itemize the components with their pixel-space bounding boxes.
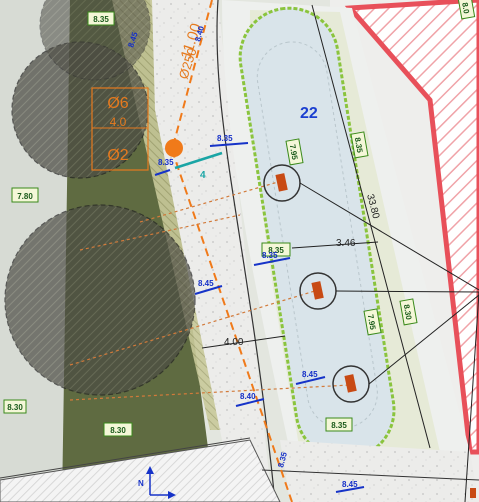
survey-point-2 <box>311 281 324 300</box>
svg-text:8.45: 8.45 <box>302 370 318 379</box>
lane-edge-line <box>0 437 251 479</box>
cyan-marker-line <box>174 151 223 170</box>
svg-text:N: N <box>138 479 144 488</box>
survey-point-1 <box>275 173 288 192</box>
cyan-marker-label: 4 <box>200 170 206 181</box>
svg-text:8.45: 8.45 <box>198 279 214 288</box>
dim-width-low <box>201 335 286 349</box>
tree-code-top: Ø6 <box>107 95 128 112</box>
svg-text:8.35: 8.35 <box>276 451 289 469</box>
bottom-curb <box>261 469 479 481</box>
svg-text:8.35: 8.35 <box>93 15 109 24</box>
dim-width-low-label: 4.00 <box>224 337 244 348</box>
svg-text:8.35: 8.35 <box>268 246 284 255</box>
svg-text:7.95: 7.95 <box>288 144 300 161</box>
green-label-2: 7.80 <box>11 187 39 203</box>
leader-4 <box>464 291 479 502</box>
lateral-3 <box>69 289 319 366</box>
paving-lower-right <box>280 440 479 502</box>
blue-elev-1: 8.35 <box>154 158 174 176</box>
svg-text:8.35: 8.35 <box>158 158 174 167</box>
green-label-4: 8.35 <box>350 131 369 159</box>
svg-text:8.30: 8.30 <box>110 426 126 435</box>
dim-length-line <box>311 4 431 449</box>
svg-text:8.45: 8.45 <box>342 480 358 489</box>
svg-text:8.30: 8.30 <box>7 403 23 412</box>
leader-3 <box>368 294 479 385</box>
tree-code-mid: 4.0 <box>110 115 127 129</box>
blue-elev-8: 8.45 <box>295 370 326 385</box>
leader-1 <box>299 182 479 291</box>
green-label-10: 8.30 <box>3 399 27 414</box>
curb-line <box>216 0 276 502</box>
green-label-6: 7.95 <box>363 308 382 336</box>
manhole-marker <box>165 139 183 157</box>
svg-text:8.35: 8.35 <box>217 134 233 143</box>
blue-elev-7: 8.40 <box>235 392 265 407</box>
blue-elev-10: 8.35 <box>276 451 289 469</box>
blue-elev-6: 8.35 <box>253 251 291 266</box>
green-label-7: 8.30 <box>399 298 418 326</box>
sidewalk-paving <box>152 0 272 502</box>
blue-elev-5: 8.45 <box>194 279 223 295</box>
blue-elev-3: 8.40 <box>193 25 206 43</box>
green-label-1: 8.35 <box>87 11 115 26</box>
dim-width-mid <box>291 241 379 249</box>
survey-point-3 <box>344 374 357 393</box>
blue-elev-2: 8.35 <box>209 134 249 147</box>
leader-2 <box>335 290 479 293</box>
green-label-9: 8.30 <box>103 422 133 437</box>
svg-text:8.40: 8.40 <box>193 25 206 43</box>
dim-width-mid-label: 3.46 <box>336 238 356 249</box>
green-label-3: 7.95 <box>285 138 304 166</box>
lane-striped-bottom <box>0 439 281 502</box>
bottom-right-marker <box>470 488 476 498</box>
north-arrow: N <box>138 466 176 499</box>
basin-inner-outline <box>256 41 378 429</box>
svg-text:8.40: 8.40 <box>240 392 256 401</box>
tree-canopy-upper <box>39 0 151 81</box>
building-hatch-area <box>344 0 479 455</box>
lateral-4 <box>69 384 351 401</box>
tree-code-bottom: Ø2 <box>107 147 128 164</box>
pipe-line-lower <box>171 149 293 502</box>
svg-text:8.30: 8.30 <box>402 304 414 321</box>
green-label-5: 8.35 <box>261 242 291 257</box>
svg-text:8.35: 8.35 <box>262 251 278 260</box>
plot-number: 22 <box>300 105 318 122</box>
tree-code-box <box>91 87 149 171</box>
blue-elev-9: 8.45 <box>335 480 365 493</box>
green-label-8: 8.35 <box>325 417 353 432</box>
svg-text:8.35: 8.35 <box>331 421 347 430</box>
tree-canopy-mid <box>4 204 196 396</box>
svg-text:8.35: 8.35 <box>353 137 365 154</box>
green-label-11: 8.0 <box>457 0 476 20</box>
svg-text:7.95: 7.95 <box>366 314 378 331</box>
svg-text:7.80: 7.80 <box>17 192 33 201</box>
svg-text:8.0: 8.0 <box>460 2 471 15</box>
